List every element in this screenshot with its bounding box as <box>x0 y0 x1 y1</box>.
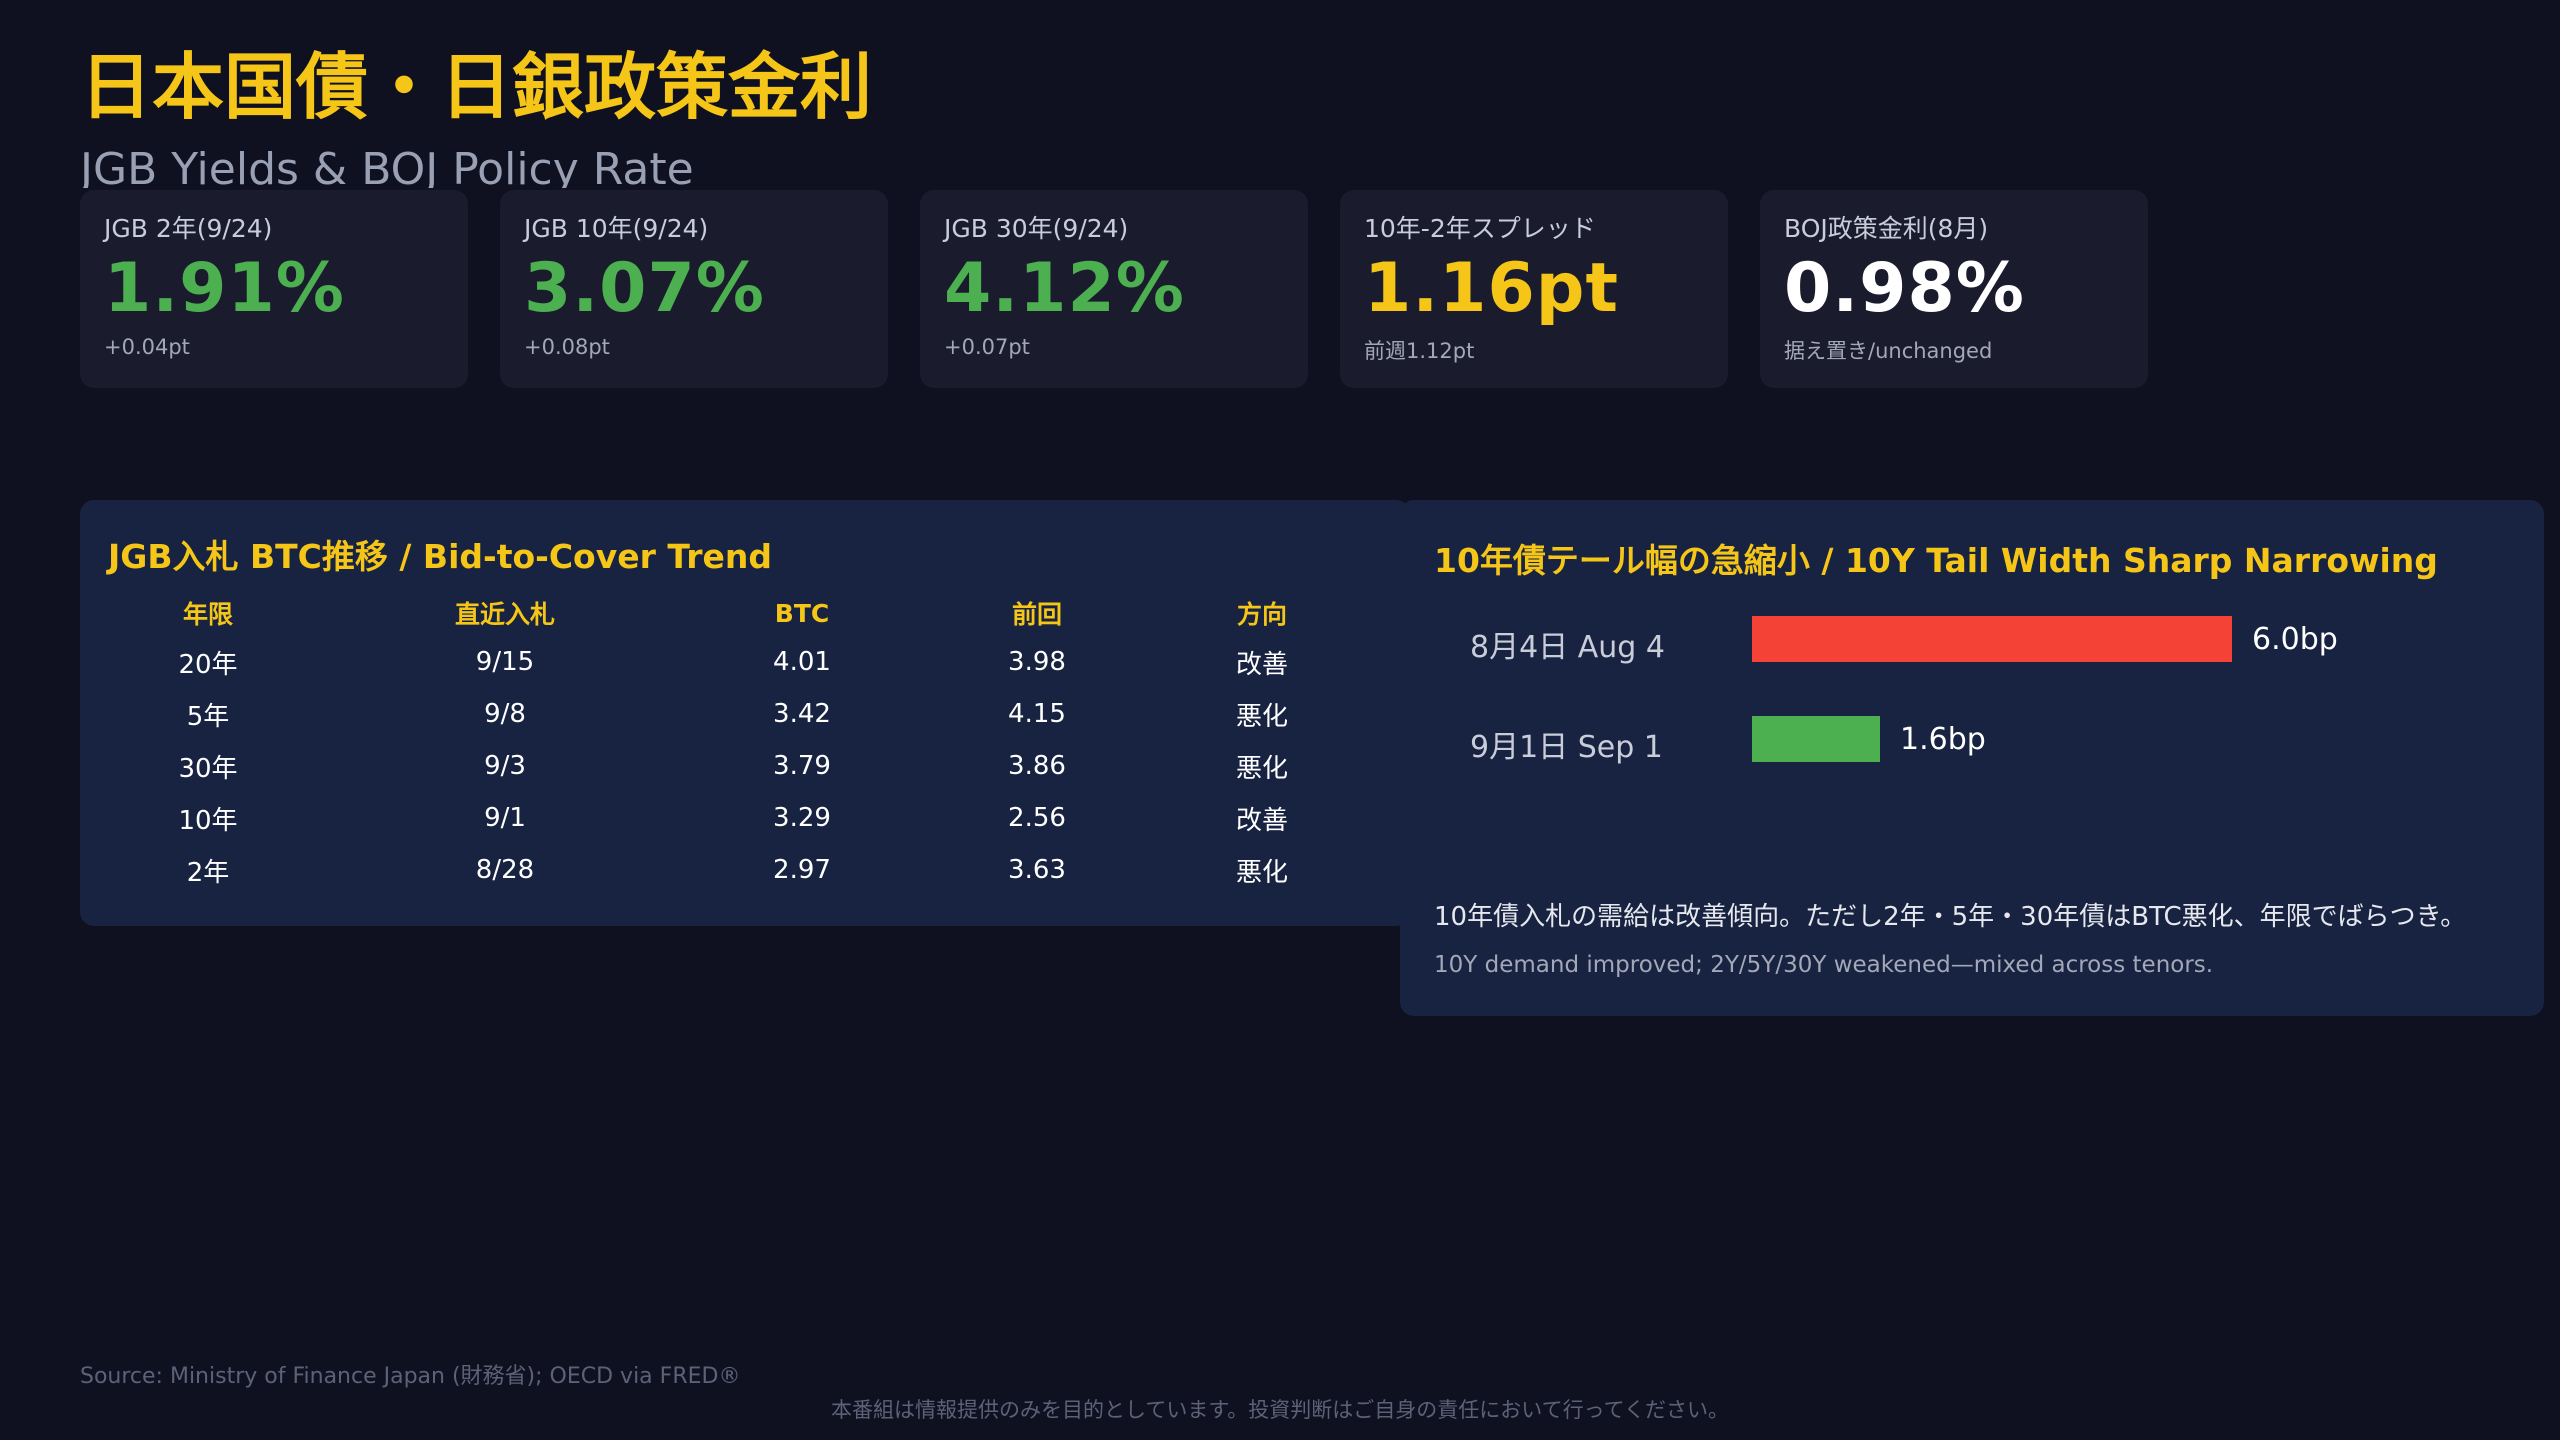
cell-direction: 悪化 <box>1235 753 1288 784</box>
cell-btc: 2.97 <box>773 855 831 885</box>
kpi-label: JGB 30年(9/24) <box>944 214 1129 243</box>
cell-date: 8/28 <box>475 855 535 885</box>
cell-date: 9/3 <box>484 751 526 781</box>
table-row: 20年 9/15 4.01 3.98 改善 <box>128 636 1332 688</box>
cell-direction: 悪化 <box>1235 857 1288 888</box>
cell-btc: 3.29 <box>773 803 831 833</box>
page-subtitle: JGB Yields & BOJ Policy Rate <box>80 148 694 188</box>
kpi-card-jgb-10y: JGB 10年(9/24) 3.07% +0.08pt <box>500 190 888 388</box>
note-english: 10Y demand improved; 2Y/5Y/30Y weakened—… <box>1434 952 2214 978</box>
table-row: 5年 9/8 3.42 4.15 悪化 <box>128 688 1332 740</box>
btc-table: 年限 直近入札 BTC 前回 方向 20年 9/15 4.01 3.98 改善 … <box>128 590 1332 896</box>
kpi-change: 前週1.12pt <box>1364 338 1475 363</box>
cell-tenor: 20年 <box>178 649 238 680</box>
kpi-card-spread: 10年-2年スプレッド 1.16pt 前週1.12pt <box>1340 190 1728 388</box>
col-header-tenor: 年限 <box>182 600 233 629</box>
cell-prev: 3.86 <box>1008 751 1066 781</box>
kpi-value: 1.16pt <box>1364 249 1619 328</box>
kpi-label: 10年-2年スプレッド <box>1364 214 1596 243</box>
page-title: 日本国債・日銀政策金利 <box>80 45 873 129</box>
kpi-card-boj-rate: BOJ政策金利(8月) 0.98% 据え置き/unchanged <box>1760 190 2148 388</box>
bar-value: 1.6bp <box>1900 722 1986 757</box>
kpi-value: 4.12% <box>944 249 1185 328</box>
cell-tenor: 10年 <box>178 805 238 836</box>
kpi-card-jgb-2y: JGB 2年(9/24) 1.91% +0.04pt <box>80 190 468 388</box>
col-header-direction: 方向 <box>1236 600 1287 629</box>
cell-btc: 3.79 <box>773 751 831 781</box>
cell-direction: 悪化 <box>1235 701 1288 732</box>
tail-bar <box>1752 716 1880 762</box>
col-header-date: 直近入札 <box>454 600 555 629</box>
kpi-change: +0.04pt <box>104 334 190 359</box>
col-header-btc: BTC <box>774 598 830 628</box>
col-header-prev: 前回 <box>1011 600 1062 629</box>
tail-panel-title: 10年債テール幅の急縮小 / 10Y Tail Width Sharp Narr… <box>1434 541 2438 580</box>
table-header-row: 年限 直近入札 BTC 前回 方向 <box>128 590 1332 636</box>
table-row: 30年 9/3 3.79 3.86 悪化 <box>128 740 1332 792</box>
note-japanese: 10年債入札の需給は改善傾向。ただし2年・5年・30年債はBTC悪化、年限でばら… <box>1434 902 2467 932</box>
table-row: 2年 8/28 2.97 3.63 悪化 <box>128 844 1332 896</box>
cell-prev: 3.98 <box>1008 647 1066 677</box>
cell-prev: 4.15 <box>1008 699 1066 729</box>
cell-tenor: 30年 <box>178 753 238 784</box>
cell-btc: 4.01 <box>773 647 831 677</box>
cell-prev: 3.63 <box>1008 855 1066 885</box>
cell-direction: 改善 <box>1235 805 1288 836</box>
source-note: Source: Ministry of Finance Japan (財務省);… <box>80 1364 741 1389</box>
kpi-label: JGB 2年(9/24) <box>104 214 273 243</box>
kpi-change: +0.08pt <box>524 334 610 359</box>
cell-tenor: 2年 <box>186 857 230 888</box>
cell-date: 9/8 <box>484 699 526 729</box>
cell-prev: 2.56 <box>1008 803 1066 833</box>
cell-date: 9/1 <box>484 803 526 833</box>
kpi-change: 据え置き/unchanged <box>1784 338 1993 363</box>
bar-value: 6.0bp <box>2252 622 2338 657</box>
tail-bar-row: 9月1日 Sep 1 1.6bp <box>1400 716 2544 765</box>
tail-bar-row: 8月4日 Aug 4 6.0bp <box>1400 616 2544 665</box>
tail-bar <box>1752 616 2232 662</box>
bar-label: 9月1日 Sep 1 <box>1470 730 1663 765</box>
disclaimer: 本番組は情報提供のみを目的としています。投資判断はご自身の責任において行ってくだ… <box>831 1398 1729 1422</box>
kpi-value: 3.07% <box>524 249 765 328</box>
table-row: 10年 9/1 3.29 2.56 改善 <box>128 792 1332 844</box>
tail-width-panel: 10年債テール幅の急縮小 / 10Y Tail Width Sharp Narr… <box>1400 500 2544 1016</box>
kpi-value: 0.98% <box>1784 249 2025 328</box>
btc-trend-panel: JGB入札 BTC推移 / Bid-to-Cover Trend 年限 直近入札… <box>80 500 1410 926</box>
cell-direction: 改善 <box>1235 649 1288 680</box>
cell-tenor: 5年 <box>186 701 230 732</box>
kpi-label: JGB 10年(9/24) <box>524 214 709 243</box>
cell-date: 9/15 <box>475 647 535 677</box>
cell-btc: 3.42 <box>773 699 831 729</box>
kpi-label: BOJ政策金利(8月) <box>1784 214 1989 243</box>
kpi-change: +0.07pt <box>944 334 1030 359</box>
kpi-value: 1.91% <box>104 249 345 328</box>
btc-panel-title: JGB入札 BTC推移 / Bid-to-Cover Trend <box>108 537 773 576</box>
kpi-card-jgb-30y: JGB 30年(9/24) 4.12% +0.07pt <box>920 190 1308 388</box>
bar-label: 8月4日 Aug 4 <box>1470 630 1665 665</box>
